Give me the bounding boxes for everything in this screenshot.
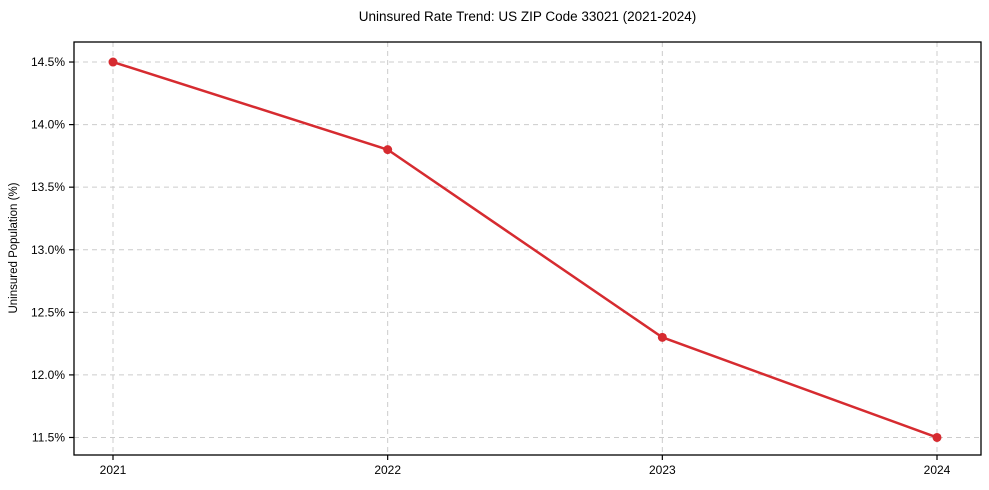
trend-line <box>111 60 939 439</box>
x-tick-label-2024: 2024 <box>924 463 951 477</box>
chart-title: Uninsured Rate Trend: US ZIP Code 33021 … <box>358 9 697 24</box>
data-point-2022 <box>383 145 393 155</box>
y-tick-label-12.5%: 12.5% <box>31 305 65 319</box>
data-point-2021 <box>108 57 118 67</box>
y-tick-label-14.5%: 14.5% <box>31 55 65 69</box>
y-tick-label-12.0%: 12.0% <box>31 368 65 382</box>
y-tick-label-13.5%: 13.5% <box>31 180 65 194</box>
data-point-2024 <box>932 432 942 442</box>
y-tick-label-11.5%: 11.5% <box>32 430 65 444</box>
x-tick-label-2022: 2022 <box>374 463 401 477</box>
y-tick-label-13.0%: 13.0% <box>31 243 65 257</box>
data-point-2023 <box>657 332 667 342</box>
y-tick-label-14.0%: 14.0% <box>31 118 65 132</box>
x-tick-label-2023: 2023 <box>649 463 676 477</box>
plot-border <box>73 41 982 456</box>
x-tick-label-2021: 2021 <box>100 463 127 477</box>
